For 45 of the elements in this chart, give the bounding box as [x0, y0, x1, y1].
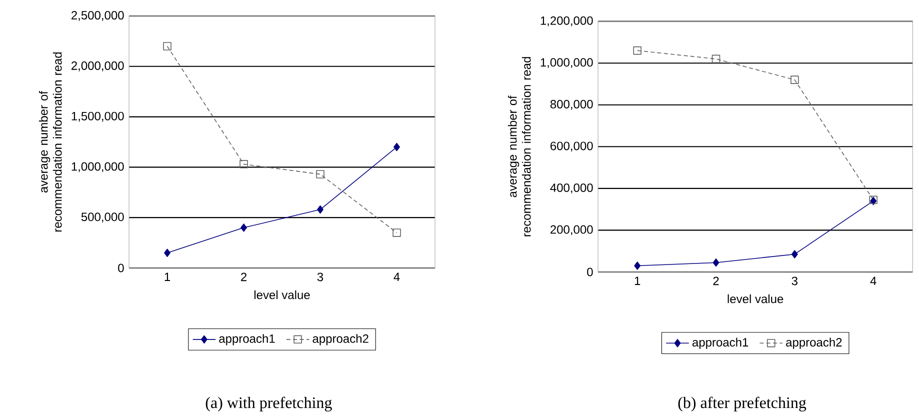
- x-axis-title: level value: [254, 290, 310, 300]
- x-tick-label: 1: [634, 276, 640, 285]
- y-tick-label: 600,000: [550, 142, 593, 152]
- point: [164, 248, 170, 258]
- point: [634, 262, 641, 270]
- x-tick-label: 4: [394, 272, 400, 281]
- point: [392, 228, 401, 237]
- legend-label: approach2: [312, 334, 368, 346]
- y-tick-label: 2,500,000: [72, 11, 124, 21]
- y-tick-label: 400,000: [550, 183, 593, 194]
- point: [712, 258, 720, 267]
- x-tick-label: 1: [164, 272, 170, 281]
- x-tick-label: 4: [870, 276, 876, 285]
- y-tick-label: 1,000,000: [72, 162, 124, 172]
- x-tick-label: 2: [241, 272, 246, 282]
- legend-label: approach1: [692, 338, 748, 349]
- point: [163, 42, 172, 50]
- point: [394, 142, 400, 152]
- point: [240, 160, 248, 168]
- point: [791, 250, 798, 258]
- y-tick-label: 2,000,000: [72, 61, 124, 72]
- y-axis-title: average number of recommendation information read: [38, 52, 62, 232]
- legend-label: approach2: [786, 338, 842, 349]
- point: [240, 224, 247, 232]
- x-tick-label: 3: [317, 272, 324, 282]
- y-tick-label: 0: [118, 264, 124, 272]
- x-axis-title: level value: [728, 294, 784, 304]
- point: [316, 170, 324, 178]
- y-tick-label: 800,000: [550, 100, 593, 110]
- text: (b) after prefetching: [678, 396, 806, 412]
- point: [317, 205, 324, 214]
- y-tick-label: 200,000: [550, 225, 593, 236]
- point: [712, 54, 720, 64]
- point: [790, 76, 799, 84]
- y-tick-label: 0: [587, 268, 593, 276]
- y-tick-label: 1,500,000: [72, 112, 124, 122]
- legend-label: approach1: [219, 334, 275, 346]
- point: [633, 46, 642, 55]
- x-tick-label: 3: [792, 276, 798, 286]
- y-axis-title: average number of recommendation information read: [508, 57, 531, 236]
- text: (a) with prefetching: [206, 396, 332, 412]
- y-tick-label: 1,000,000: [540, 58, 593, 68]
- x-tick-label: 2: [713, 276, 719, 286]
- y-tick-label: 500,000: [81, 212, 124, 223]
- y-tick-label: 1,200,000: [540, 16, 593, 26]
